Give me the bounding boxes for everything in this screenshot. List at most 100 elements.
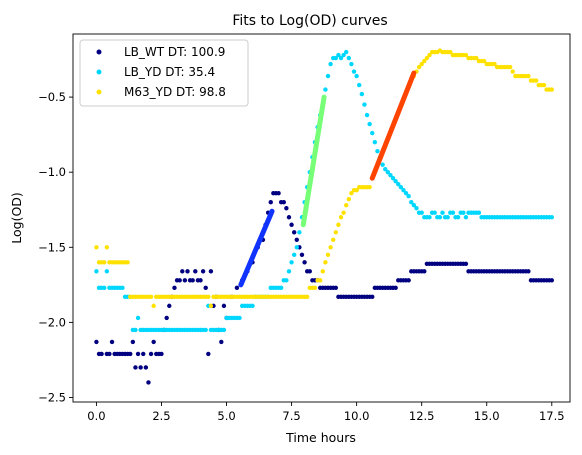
y-tick-label-4: −0.5 <box>38 90 66 104</box>
y-tick-label-3: −1.0 <box>38 165 66 179</box>
series-1-point-112 <box>385 169 391 175</box>
series-2-point-12 <box>125 260 130 265</box>
series-2-point-84 <box>312 285 318 291</box>
series-2-point-120 <box>448 49 453 55</box>
series-0-point-24 <box>159 351 164 357</box>
series-0-point-48 <box>221 303 227 309</box>
series-1-point-135 <box>445 215 450 220</box>
series-2-point-86 <box>318 278 323 283</box>
legend-marker-1 <box>96 69 102 75</box>
series-0-point-13 <box>130 339 136 345</box>
x-tick-label-0: 0.0 <box>87 409 105 423</box>
series-1-point-0 <box>94 269 99 274</box>
series-1-point-76 <box>291 252 297 257</box>
x-tick-label-5: 12.5 <box>409 409 435 423</box>
series-1-point-111 <box>383 166 388 172</box>
series-0-point-67 <box>289 222 294 227</box>
series-1-point-55 <box>237 315 242 321</box>
series-2-point-88 <box>323 260 328 265</box>
series-1-point-60 <box>250 303 255 309</box>
series-2-point-111 <box>424 55 430 61</box>
series-1-point-97 <box>346 55 352 61</box>
series-1-point-16 <box>135 315 141 321</box>
series-0-point-19 <box>146 380 151 385</box>
series-0-point-14 <box>133 365 138 370</box>
y-axis-label: Log(OD) <box>9 192 24 244</box>
series-0-point-39 <box>198 278 203 283</box>
series-1-point-104 <box>364 112 370 118</box>
series-0-point-18 <box>143 365 149 370</box>
series-1-point-73 <box>284 278 289 283</box>
series-2-point-97 <box>346 197 352 202</box>
series-0-point-65 <box>284 206 289 211</box>
chart-title: Fits to Log(OD) curves <box>232 13 387 29</box>
series-1-point-113 <box>388 172 393 178</box>
series-1-point-147 <box>476 210 482 215</box>
x-axis-label: Time hours <box>285 430 356 445</box>
series-0-point-74 <box>307 269 312 274</box>
series-1-point-120 <box>406 194 411 199</box>
series-1-point-175 <box>549 215 554 220</box>
series-2-point-98 <box>349 191 354 196</box>
series-1-point-88 <box>323 87 328 92</box>
x-tick-label-4: 10.0 <box>344 409 370 423</box>
series-2-point-90 <box>328 245 333 250</box>
series-0-point-68 <box>291 230 297 235</box>
legend-label-2: M63_YD DT: 98.8 <box>124 85 226 99</box>
series-2-point-130 <box>474 55 479 61</box>
series-1-point-122 <box>411 203 417 208</box>
series-0-point-27 <box>167 303 172 309</box>
series-1-point-42 <box>203 327 208 333</box>
series-0-point-21 <box>151 339 156 345</box>
series-2-point-156 <box>541 82 547 88</box>
series-1-point-133 <box>440 210 445 215</box>
legend-marker-2 <box>96 89 102 95</box>
series-2-point-92 <box>333 230 339 235</box>
series-0-point-31 <box>177 278 182 283</box>
series-1-point-71 <box>278 285 284 291</box>
series-0-point-66 <box>286 215 292 220</box>
series-1-point-89 <box>325 73 331 79</box>
x-tick-label-1: 2.5 <box>152 409 170 423</box>
legend-box <box>79 39 249 107</box>
fit-line-1 <box>300 94 327 228</box>
series-2-point-0 <box>94 245 99 250</box>
series-0-point-98 <box>370 294 375 300</box>
series-1-point-117 <box>398 185 404 190</box>
series-1-point-132 <box>437 215 443 220</box>
series-0-point-71 <box>299 252 305 257</box>
series-0-point-40 <box>200 269 206 274</box>
series-0-point-20 <box>148 351 154 357</box>
series-2-point-22 <box>151 303 156 309</box>
series-0-point-118 <box>422 269 427 274</box>
series-0-point-158 <box>526 269 531 274</box>
series-0-point-69 <box>294 237 299 242</box>
fit-line-0 <box>238 208 275 288</box>
series-1-point-121 <box>409 200 414 205</box>
y-tick-label-0: −2.5 <box>38 390 66 404</box>
series-1-point-90 <box>328 61 333 67</box>
series-1-point-78 <box>297 230 302 235</box>
series-1-point-141 <box>461 210 466 215</box>
series-1-point-94 <box>338 55 344 61</box>
series-1-point-128 <box>427 215 432 220</box>
series-0-point-167 <box>549 278 554 283</box>
series-2-point-43 <box>206 294 211 300</box>
series-0-point-29 <box>172 285 177 291</box>
series-2-point-44 <box>208 303 214 309</box>
series-0-point-107 <box>393 285 398 291</box>
series-2-point-81 <box>304 294 310 300</box>
series-1-point-137 <box>450 210 456 215</box>
series-2-point-96 <box>344 203 349 208</box>
series-0-point-59 <box>268 200 273 205</box>
series-1-point-77 <box>294 245 299 250</box>
series-1-point-74 <box>286 269 292 274</box>
series-2-point-4 <box>104 245 110 250</box>
series-0-point-37 <box>193 269 198 274</box>
series-0-point-41 <box>203 285 208 291</box>
y-tick-label-2: −1.5 <box>38 240 66 254</box>
series-1-point-106 <box>370 130 375 136</box>
series-0-point-47 <box>219 339 224 345</box>
series-0-point-32 <box>180 269 185 274</box>
